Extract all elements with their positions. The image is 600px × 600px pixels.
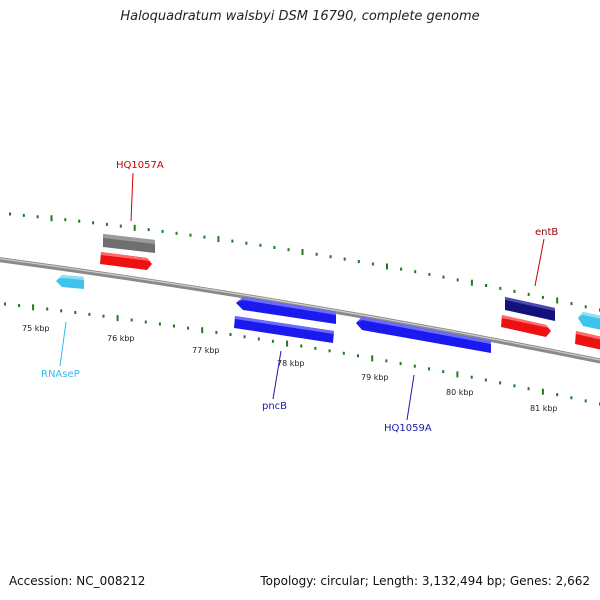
gene-pncb[interactable]	[234, 316, 334, 343]
leader-line-hq1057a	[130, 172, 134, 222]
genome-backbone	[0, 257, 600, 364]
accession-text: Accession: NC_008212	[9, 574, 146, 588]
gene-cyan-edge[interactable]	[578, 312, 600, 330]
gene-hq1057a[interactable]	[103, 234, 155, 253]
gene-red-forward[interactable]	[100, 252, 152, 270]
map-title: Haloquadratum walsbyi DSM 16790, complet…	[120, 9, 480, 24]
inner-tick-ring	[4, 302, 600, 406]
topology-text: Topology: circular; Length: 3,132,494 bp…	[260, 574, 590, 588]
tick-label: 75 kbp	[22, 324, 50, 333]
tick-label: 78 kbp	[277, 359, 305, 368]
genome-backbone-highlight	[0, 258, 600, 361]
gene-label-rnasep[interactable]: RNAseP	[41, 369, 80, 380]
tick-label: 81 kbp	[530, 404, 558, 413]
gene-red-edge[interactable]	[575, 331, 600, 350]
gene-blue-reverse[interactable]	[236, 297, 336, 324]
tick-label: 80 kbp	[446, 388, 474, 397]
gene-label-entb[interactable]: entB	[535, 227, 558, 238]
leader-line-rnasep	[59, 321, 67, 367]
leader-line-hq1059a	[406, 374, 415, 421]
leader-line-entb	[534, 238, 545, 287]
tick-label-group: 75 kbp 76 kbp 77 kbp 78 kbp 79 kbp 80 kb…	[22, 324, 558, 413]
gene-label-pncb[interactable]: pncB	[262, 401, 287, 412]
tick-label: 77 kbp	[192, 346, 220, 355]
gene-label-hq1059a[interactable]: HQ1059A	[384, 423, 432, 434]
gene-hq1059a[interactable]	[356, 317, 491, 353]
leader-line-pncb	[272, 350, 282, 400]
gene-red-forward-right[interactable]	[501, 315, 551, 337]
gene-rnasep[interactable]	[56, 275, 84, 289]
gene-entb[interactable]	[505, 297, 555, 321]
tick-label: 79 kbp	[361, 373, 389, 382]
gene-label-hq1057a[interactable]: HQ1057A	[116, 160, 164, 171]
outer-tick-ring	[9, 212, 600, 312]
tick-label: 76 kbp	[107, 334, 135, 343]
